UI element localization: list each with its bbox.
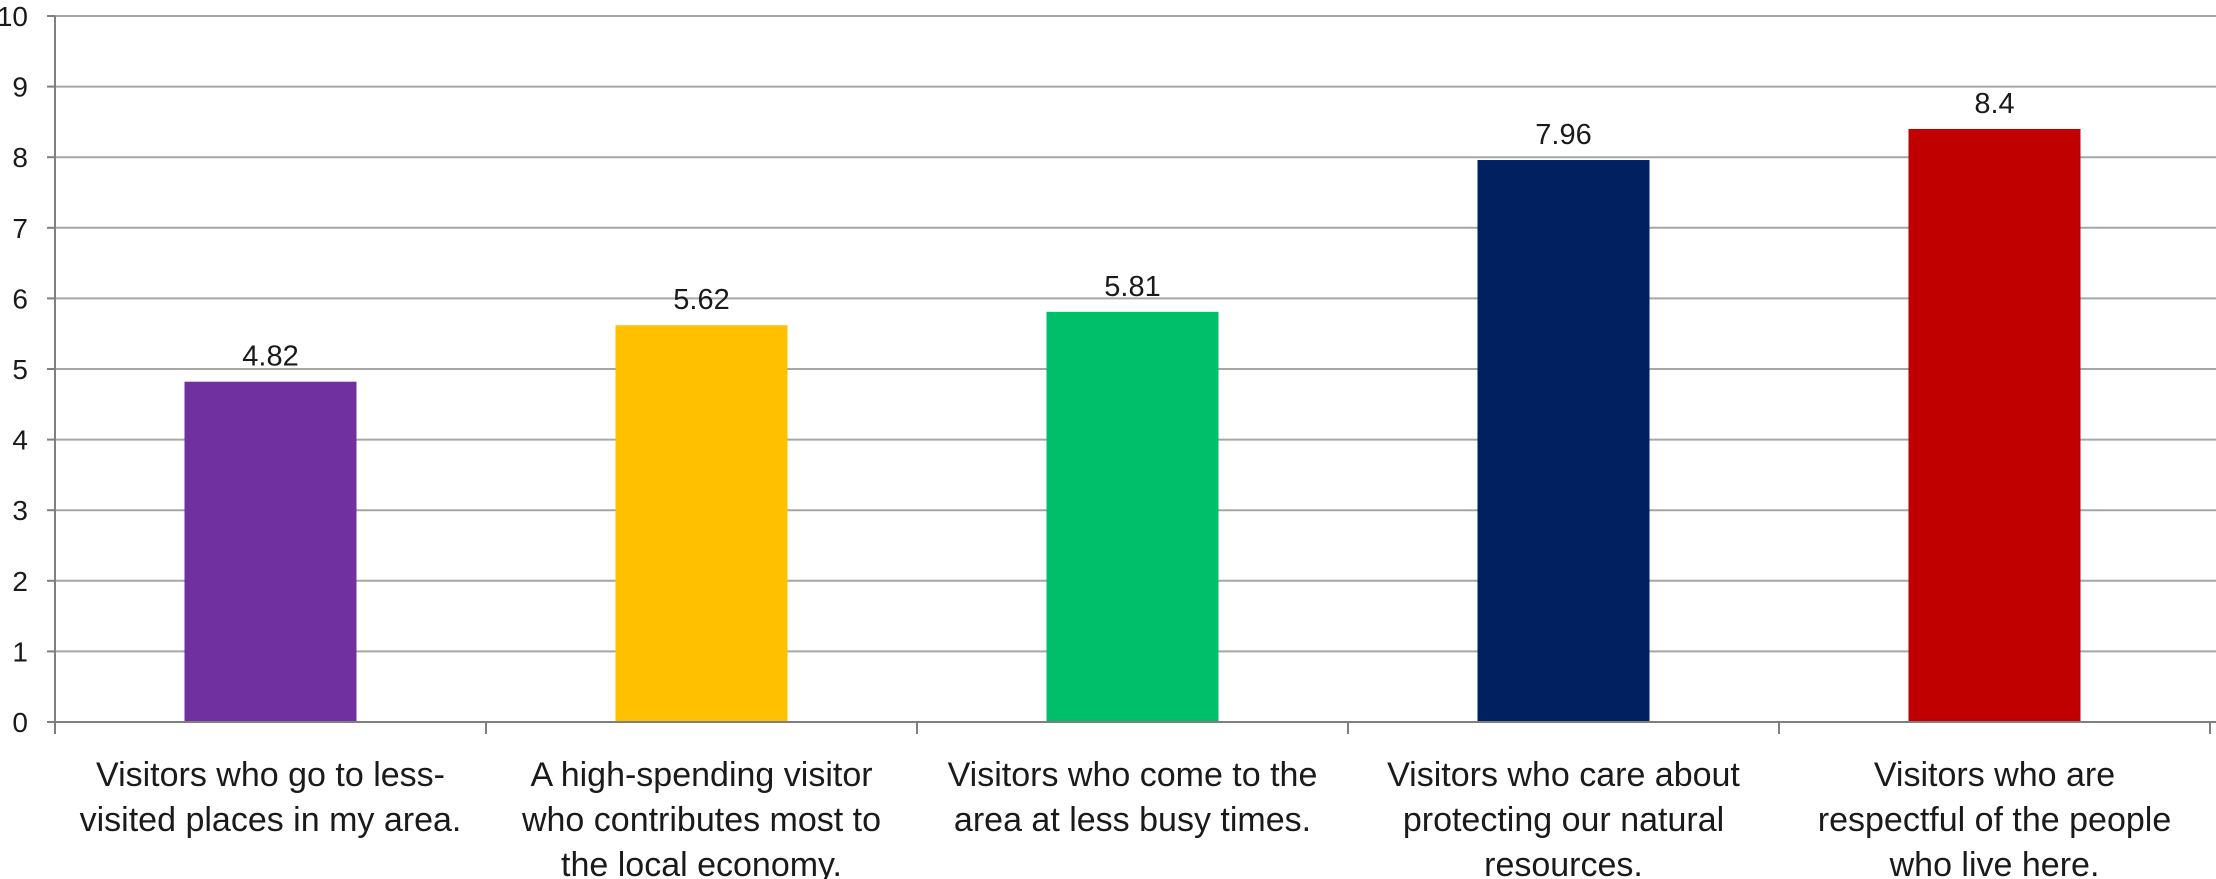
category-label: Visitors who are — [1874, 756, 2115, 794]
category-label: A high-spending visitor — [530, 756, 872, 794]
y-axis-tick-labels: 0 1 2 3 4 5 6 7 8 9 10 — [0, 1, 28, 738]
y-tick-label: 9 — [12, 72, 28, 103]
data-label: 7.96 — [1535, 119, 1591, 151]
data-label: 8.4 — [1974, 88, 2014, 120]
category-label: respectful of the people — [1818, 801, 2171, 839]
category-label: visited places in my area. — [80, 801, 462, 839]
data-labels: 4.82 5.62 5.81 7.96 8.4 — [242, 88, 2014, 373]
y-tick-label: 5 — [12, 354, 28, 385]
y-tick-label: 0 — [12, 707, 28, 738]
category-label: who live here. — [1889, 846, 2100, 879]
bars — [184, 128, 2081, 723]
y-tick-label: 2 — [12, 566, 28, 597]
bar — [1908, 128, 2081, 722]
y-tick-label: 7 — [12, 213, 28, 244]
category-label: area at less busy times. — [954, 801, 1311, 839]
category-label: resources. — [1484, 846, 1643, 879]
category-labels: Visitors who go to less-visited places i… — [80, 756, 2172, 879]
bar — [1046, 311, 1219, 722]
data-label: 5.62 — [673, 284, 729, 316]
category-label: Visitors who care about — [1387, 756, 1740, 794]
y-tick-label: 3 — [12, 495, 28, 526]
category-label: who contributes most to — [521, 801, 881, 839]
category-label: Visitors who go to less- — [96, 756, 445, 794]
bar — [184, 381, 357, 722]
data-label: 4.82 — [242, 341, 298, 373]
data-label: 5.81 — [1104, 271, 1160, 303]
category-label: Visitors who come to the — [948, 756, 1318, 794]
bar — [1477, 160, 1650, 723]
y-tick-label: 6 — [12, 283, 28, 314]
category-label: the local economy. — [561, 846, 842, 879]
y-tick-label: 4 — [12, 425, 28, 456]
y-tick-label: 1 — [12, 636, 28, 667]
category-label: protecting our natural — [1403, 801, 1724, 839]
y-tick-label: 10 — [0, 1, 28, 32]
bar — [615, 325, 788, 722]
y-tick-label: 8 — [12, 142, 28, 173]
x-axis — [54, 16, 2216, 734]
